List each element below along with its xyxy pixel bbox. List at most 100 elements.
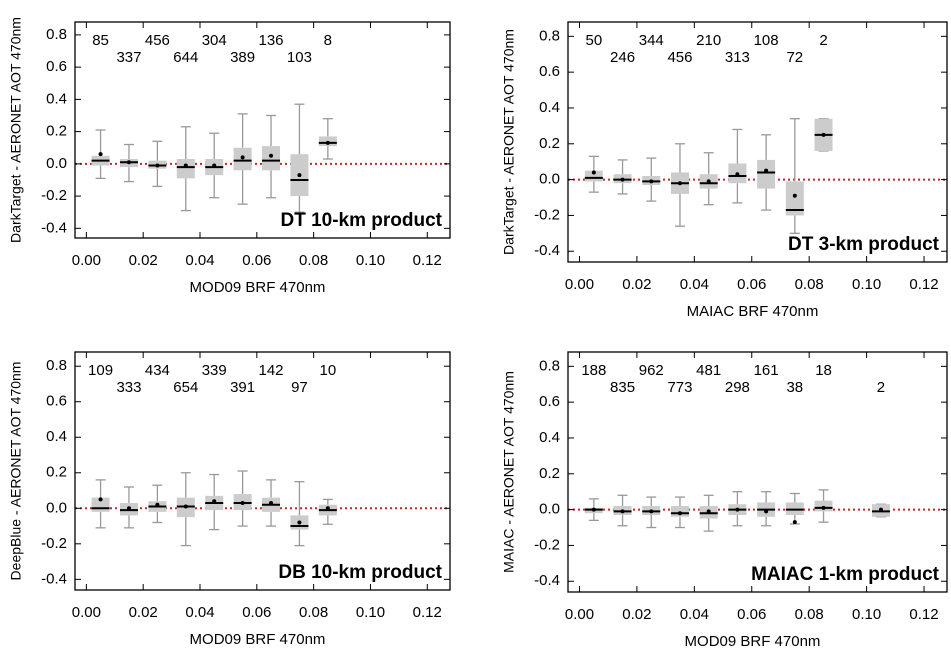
mean	[126, 506, 131, 511]
y-axis-label: DarkTarget - AERONET AOT 470nm	[501, 29, 517, 255]
x-tick-label: 0.00	[72, 252, 101, 269]
y-tick-label: -0.4	[41, 570, 67, 587]
y-tick-label: 0.4	[46, 428, 67, 445]
box	[584, 170, 603, 182]
y-tick-label: 0.6	[46, 393, 67, 410]
x-tick-label: 0.02	[129, 604, 158, 621]
x-tick-label: 0.00	[72, 604, 101, 621]
mean	[878, 507, 883, 512]
annotation: DB 10-km product	[278, 562, 442, 583]
count-label: 50	[585, 32, 602, 49]
x-tick-label: 0.08	[299, 252, 328, 269]
count-label: 344	[639, 32, 664, 49]
mean	[325, 140, 330, 145]
y-tick-label: 0.8	[539, 357, 560, 374]
y-tick-label: 0.8	[539, 27, 560, 44]
x-tick-label: 0.10	[852, 606, 881, 623]
count-label: 109	[88, 362, 113, 379]
y-tick-label: 0.0	[539, 171, 560, 188]
x-tick-label: 0.00	[565, 276, 594, 293]
y-tick-label: 0.4	[539, 99, 560, 116]
y-tick-label: 0.2	[539, 465, 560, 482]
count-label: 8	[324, 32, 332, 49]
mean	[126, 160, 131, 165]
y-tick-label: 0.6	[539, 63, 560, 80]
mean	[706, 509, 711, 514]
x-tick-label: 0.04	[680, 606, 709, 623]
y-tick-label: -0.2	[534, 536, 560, 553]
mean	[240, 155, 245, 160]
mean	[183, 504, 188, 509]
x-tick-label: 0.12	[413, 604, 442, 621]
y-axis-label: MAIAC - AERONET AOT 470nm	[501, 371, 517, 573]
mean	[792, 193, 797, 198]
y-tick-label: 0.4	[46, 90, 67, 107]
count-label: 313	[725, 49, 750, 66]
plot-frame	[567, 351, 948, 593]
x-tick-label: 0.02	[129, 252, 158, 269]
count-label: 2	[877, 379, 885, 396]
count-label: 108	[754, 32, 779, 49]
mean	[325, 506, 330, 511]
plot-frame	[567, 21, 948, 263]
count-label: 103	[287, 49, 312, 66]
mean	[155, 163, 160, 168]
count-label: 339	[202, 362, 227, 379]
mean	[212, 163, 217, 168]
count-label: 246	[610, 49, 635, 66]
count-label: 72	[786, 49, 803, 66]
x-tick-label: 0.12	[909, 606, 938, 623]
mean	[649, 509, 654, 514]
x-tick-label: 0.10	[356, 252, 385, 269]
x-tick-label: 0.04	[185, 252, 214, 269]
plot-frame	[74, 21, 451, 239]
mean	[98, 497, 103, 502]
count-label: 142	[259, 362, 284, 379]
y-tick-label: -0.4	[534, 242, 560, 259]
y-tick-label: 0.0	[46, 499, 67, 516]
annotation: MAIAC 1-km product	[751, 564, 940, 585]
x-tick-label: 0.02	[622, 606, 651, 623]
mean	[183, 163, 188, 168]
x-tick-label: 0.12	[413, 252, 442, 269]
x-tick-label: 0.00	[565, 606, 594, 623]
count-label: 434	[145, 362, 170, 379]
x-tick-label: 0.08	[795, 276, 824, 293]
mean	[620, 509, 625, 514]
x-tick-label: 0.08	[299, 604, 328, 621]
y-tick-label: 0.6	[539, 393, 560, 410]
count-label: 97	[291, 379, 308, 396]
y-tick-label: 0.4	[539, 429, 560, 446]
y-tick-label: 0.2	[539, 135, 560, 152]
mean	[269, 500, 274, 505]
mean	[706, 179, 711, 184]
x-tick-label: 0.08	[795, 606, 824, 623]
count-label: 298	[725, 379, 750, 396]
y-tick-label: -0.2	[534, 206, 560, 223]
count-label: 136	[259, 32, 284, 49]
y-tick-label: 0.6	[46, 58, 67, 75]
count-label: 337	[116, 49, 141, 66]
annotation: DT 3-km product	[788, 234, 940, 255]
y-tick-label: 0.0	[539, 501, 560, 518]
plot-frame	[74, 351, 451, 591]
x-tick-label: 0.06	[737, 606, 766, 623]
mean	[735, 172, 740, 177]
mean	[821, 505, 826, 510]
x-tick-label: 0.04	[185, 604, 214, 621]
x-axis-label: MOD09 BRF 470nm	[190, 279, 326, 296]
x-axis-label: MOD09 BRF 470nm	[190, 631, 326, 648]
x-tick-label: 0.06	[242, 604, 271, 621]
count-label: 10	[319, 362, 336, 379]
count-label: 456	[667, 49, 692, 66]
x-tick-label: 0.10	[852, 276, 881, 293]
mean	[212, 499, 217, 504]
y-tick-label: 0.0	[46, 155, 67, 172]
x-axis-label: MOD09 BRF 470nm	[685, 633, 821, 650]
count-label: 481	[696, 362, 721, 379]
box	[785, 181, 804, 216]
count-label: 188	[581, 362, 606, 379]
y-tick-label: -0.4	[41, 219, 67, 236]
count-label: 38	[786, 379, 803, 396]
